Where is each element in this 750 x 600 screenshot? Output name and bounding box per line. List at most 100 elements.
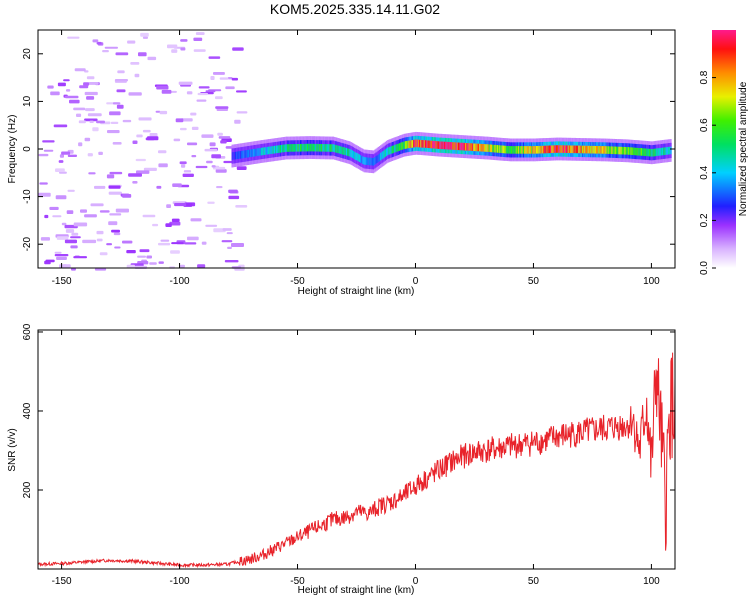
- ridge-cell: [296, 144, 298, 152]
- ridge-cell: [558, 145, 560, 153]
- y-tick-label: -20: [22, 237, 33, 252]
- ridge-cell: [277, 145, 279, 153]
- ridge-cell: [248, 149, 250, 158]
- snr-panel: -150 -100 -50 0 50 100 200 400 600 Height of st…: [7, 323, 676, 596]
- ridge-cell: [574, 145, 576, 154]
- ridge-cell: [322, 144, 324, 152]
- ridge-cell: [598, 146, 600, 154]
- ridge-cell: [338, 145, 341, 154]
- noise-cell: [108, 185, 121, 189]
- ridge-cell: [273, 145, 276, 154]
- ridge-cell: [445, 141, 447, 150]
- noise-cell: [139, 249, 150, 253]
- ridge-cell: [554, 145, 556, 153]
- ridge-cell: [449, 142, 451, 150]
- ridge-cell: [421, 140, 423, 148]
- ridge-cell: [393, 145, 395, 153]
- ridge-cell: [319, 144, 322, 152]
- noise-cell: [210, 76, 215, 80]
- ridge-cell: [537, 146, 539, 154]
- noise-cell: [231, 77, 238, 81]
- ridge-cell: [235, 151, 237, 160]
- ridge-cell: [259, 147, 262, 156]
- ridge-cell: [590, 145, 592, 154]
- ridge-cell: [499, 145, 501, 153]
- noise-cell: [99, 252, 108, 256]
- noise-cell: [159, 110, 168, 115]
- ridge-cell: [369, 157, 371, 166]
- ridge-cell: [336, 145, 338, 153]
- ridge-cell: [665, 147, 667, 155]
- ridge-cell: [533, 146, 535, 154]
- noise-cell: [158, 242, 171, 246]
- ridge-cell: [270, 146, 272, 154]
- noise-cell: [70, 236, 81, 239]
- ridge-cell: [441, 141, 443, 150]
- noise-cell: [73, 222, 88, 227]
- ridge-cell: [437, 141, 440, 149]
- ridge-cell: [307, 143, 309, 152]
- ridge-cell: [292, 144, 295, 152]
- ridge-cell: [565, 145, 567, 153]
- ridge-cell: [670, 146, 672, 155]
- ridge-cell: [561, 145, 564, 153]
- noise-cell: [44, 214, 49, 219]
- noise-cell: [84, 118, 98, 122]
- noise-cell: [179, 264, 185, 268]
- noise-cell: [142, 36, 148, 39]
- ridge-cell: [599, 146, 601, 154]
- ridge-cell: [347, 148, 349, 156]
- ridge-cell: [605, 146, 607, 154]
- ridge-cell: [660, 147, 663, 156]
- noise-cell: [84, 214, 97, 218]
- noise-cell: [204, 148, 218, 152]
- noise-cell: [215, 106, 229, 109]
- noise-cell: [87, 113, 102, 117]
- ridge-cell: [264, 147, 266, 155]
- colorbar-label: Normalized spectral amplitude: [738, 81, 749, 216]
- ridge-cell: [231, 152, 233, 160]
- y-tick-label: 10: [22, 95, 33, 107]
- noise-cell: [40, 237, 50, 241]
- noise-cell: [128, 92, 142, 96]
- ridge-cell: [508, 146, 510, 154]
- noise-cell: [132, 181, 138, 184]
- noise-cell: [86, 96, 95, 100]
- x-tick-label: -50: [290, 576, 305, 587]
- ridge-cell: [355, 152, 357, 160]
- ridge-cell: [353, 151, 355, 159]
- noise-cell: [56, 256, 67, 260]
- ridge-cell: [601, 146, 604, 154]
- noise-cell: [228, 195, 240, 200]
- ridge-cell: [519, 146, 521, 154]
- ridge-cell: [310, 143, 312, 152]
- noise-cell: [116, 89, 126, 93]
- ridge-cell: [502, 145, 505, 154]
- noise-cell: [61, 222, 67, 226]
- ridge-cell: [505, 145, 507, 154]
- ridge-cell: [485, 144, 487, 152]
- ridge-cell: [257, 148, 259, 156]
- noise-cell: [134, 265, 147, 269]
- noise-cell: [170, 250, 180, 254]
- noise-cell: [165, 223, 172, 227]
- ridge-cell: [619, 146, 621, 155]
- noise-cell: [138, 117, 152, 121]
- ridge-cell: [664, 147, 666, 155]
- noise-cell: [58, 160, 64, 163]
- ridge-cell: [233, 152, 236, 160]
- noise-cell: [112, 102, 121, 105]
- ridge-cell: [311, 143, 313, 152]
- ridge-cell: [650, 148, 652, 157]
- noise-cell: [47, 85, 54, 89]
- noise-cell: [180, 47, 186, 51]
- noise-cell: [205, 224, 218, 227]
- ridge-cell: [325, 144, 328, 152]
- ridge-cell: [651, 149, 653, 157]
- ridge-cell: [470, 143, 473, 151]
- ridge-cell: [428, 140, 430, 149]
- noise-cell: [146, 255, 152, 259]
- spectrogram-cells: [38, 32, 672, 271]
- noise-cell: [90, 203, 104, 207]
- ridge-cell: [597, 146, 599, 154]
